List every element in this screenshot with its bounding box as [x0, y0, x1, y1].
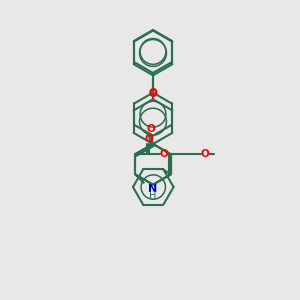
Text: O: O — [148, 89, 158, 100]
Text: O: O — [148, 88, 158, 98]
Text: O: O — [146, 124, 155, 134]
Text: O: O — [160, 149, 169, 159]
Text: O: O — [145, 134, 153, 144]
Text: N: N — [148, 184, 158, 194]
Text: H: H — [149, 191, 157, 201]
Text: O: O — [201, 149, 209, 159]
